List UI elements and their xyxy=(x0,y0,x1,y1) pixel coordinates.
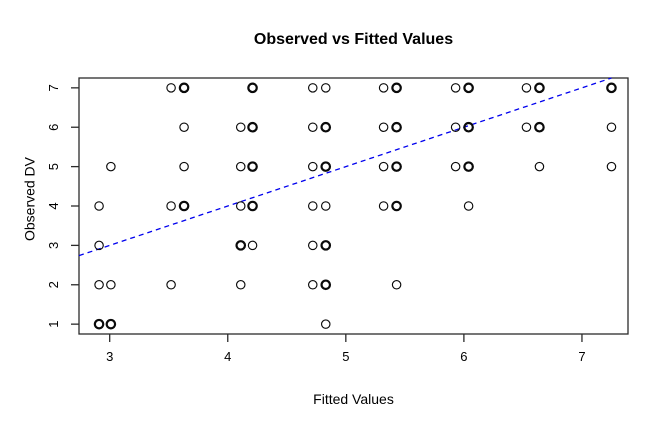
data-point xyxy=(320,201,331,211)
x-axis-tick-label: 4 xyxy=(224,349,231,364)
data-point xyxy=(378,201,389,211)
data-point xyxy=(106,279,116,290)
data-point xyxy=(166,279,176,290)
data-point xyxy=(606,82,617,94)
data-point xyxy=(320,161,332,172)
y-axis-tick-label: 5 xyxy=(46,163,61,170)
x-axis-tick-label: 6 xyxy=(460,349,467,364)
data-point xyxy=(247,82,258,94)
data-point xyxy=(178,82,190,94)
x-axis-tick-label: 5 xyxy=(342,349,349,364)
data-point xyxy=(307,201,318,211)
data-point xyxy=(378,161,389,172)
data-point xyxy=(320,83,331,93)
data-point xyxy=(450,122,461,133)
data-point xyxy=(166,83,176,93)
y-axis-tick-label: 7 xyxy=(46,84,61,91)
data-point xyxy=(247,121,258,133)
data-point xyxy=(247,161,258,172)
y-axis-tick-label: 4 xyxy=(46,202,61,209)
data-point xyxy=(235,201,246,211)
data-point xyxy=(463,201,474,211)
identity-reference-line xyxy=(78,77,612,257)
x-axis-tick-label: 3 xyxy=(106,349,113,364)
data-point xyxy=(391,161,402,172)
data-point xyxy=(463,82,474,94)
data-point xyxy=(378,122,389,133)
x-axis-tick-label: 7 xyxy=(578,349,585,364)
y-axis-label: Observed DV xyxy=(21,156,38,242)
data-point xyxy=(179,122,189,133)
data-point xyxy=(247,200,258,212)
data-point xyxy=(179,161,189,172)
data-point xyxy=(307,240,318,251)
data-point xyxy=(463,161,474,172)
data-point xyxy=(391,82,402,94)
data-point xyxy=(391,279,402,290)
y-axis-tick-label: 6 xyxy=(46,124,61,131)
data-point xyxy=(521,122,532,133)
data-point xyxy=(307,83,318,93)
data-point xyxy=(320,121,332,133)
y-axis-tick-label: 3 xyxy=(46,242,61,249)
data-point xyxy=(93,318,105,330)
data-point xyxy=(606,161,617,172)
data-point xyxy=(94,240,104,251)
data-point xyxy=(534,161,545,172)
data-point xyxy=(450,83,461,93)
data-point xyxy=(450,161,461,172)
data-point xyxy=(606,122,617,133)
data-point xyxy=(534,82,545,94)
data-point xyxy=(247,240,258,251)
data-point xyxy=(178,200,190,212)
data-point xyxy=(235,279,246,290)
data-point xyxy=(320,279,332,291)
data-point xyxy=(391,200,402,212)
plot-border xyxy=(78,77,629,335)
data-point xyxy=(463,121,474,133)
data-point xyxy=(235,122,246,133)
data-point xyxy=(307,161,318,172)
y-axis-tick-label: 2 xyxy=(46,281,61,288)
data-point xyxy=(320,319,331,329)
data-point xyxy=(94,279,104,290)
data-point xyxy=(105,318,117,330)
data-point xyxy=(378,83,389,93)
x-axis-label: Fitted Values xyxy=(313,391,394,407)
y-axis-tick-label: 1 xyxy=(46,321,61,328)
data-point xyxy=(521,83,532,93)
data-point xyxy=(94,201,104,211)
data-point xyxy=(307,122,318,133)
data-point xyxy=(391,121,402,133)
data-point xyxy=(235,240,247,251)
data-point xyxy=(106,161,116,172)
data-point xyxy=(307,279,318,290)
chart-title: Observed vs Fitted Values xyxy=(253,31,454,48)
data-point xyxy=(166,201,176,211)
data-point xyxy=(235,161,246,172)
data-point xyxy=(320,240,332,251)
data-point xyxy=(534,121,545,133)
